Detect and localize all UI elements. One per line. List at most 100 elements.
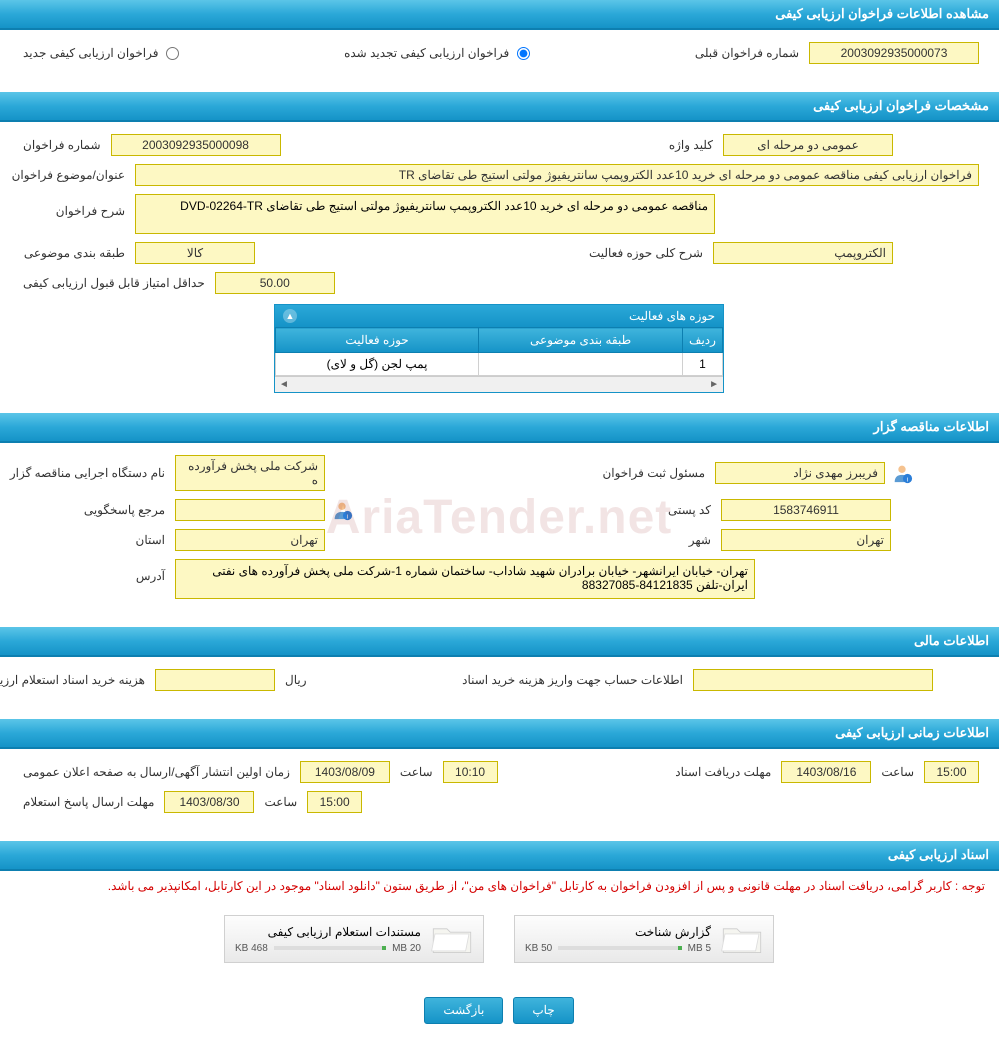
radio-new-input[interactable]: [167, 47, 180, 60]
title-field: فراخوان ارزیابی کیفی مناقصه عمومی دو مرح…: [136, 164, 980, 186]
doc-title: گزارش شناخت: [526, 925, 712, 939]
doc-cost-field: [156, 669, 276, 691]
hour-label-1: ساعت: [397, 765, 438, 779]
publish-time-field: 10:10: [444, 761, 499, 783]
activity-desc-field: الکتروپمپ: [714, 242, 894, 264]
responder-field: [176, 499, 326, 521]
province-label: استان: [20, 533, 170, 547]
table-row: 1 پمپ لجن (گل و لای): [277, 353, 724, 376]
th-row: ردیف: [684, 328, 724, 353]
org-field: شرکت ملی پخش فرآورده ه: [176, 455, 326, 491]
doc-used: 50 KB: [526, 943, 553, 954]
activity-table-title-bar: حوزه های فعالیت ▲: [276, 305, 724, 327]
radio-renewed-input[interactable]: [518, 47, 531, 60]
table-scroll[interactable]: ◄ ►: [276, 376, 724, 392]
button-row: چاپ بازگشت: [0, 983, 1000, 1048]
postal-field: 1583746911: [722, 499, 892, 521]
currency-label: ریال: [282, 673, 312, 687]
keyword-field: عمومی دو مرحله ای: [724, 134, 894, 156]
folder-icon: [722, 922, 764, 956]
desc-label: شرح فراخوان: [20, 194, 130, 218]
section-header-timing: اطلاعات زمانی ارزیابی کیفی: [0, 719, 1000, 749]
publish-date-field: 1403/08/09: [301, 761, 391, 783]
radio-new-call[interactable]: فراخوان ارزیابی کیفی جدید: [20, 46, 180, 60]
category-field: کالا: [136, 242, 256, 264]
print-button[interactable]: چاپ: [514, 997, 574, 1024]
min-score-label: حداقل امتیاز قابل قبول ارزیابی کیفی: [20, 276, 210, 290]
activity-table: ردیف طبقه بندی موضوعی حوزه فعالیت 1 پمپ …: [276, 327, 724, 376]
receive-date-field: 1403/08/16: [782, 761, 872, 783]
address-field: تهران- خیابان ایرانشهر- خیابان برادران ش…: [176, 559, 756, 599]
doc-cost-label: هزینه خرید اسناد استعلام ارزیابی کیفی: [20, 673, 150, 687]
svg-text:i: i: [908, 476, 909, 483]
receive-time-field: 15:00: [925, 761, 980, 783]
doc-item[interactable]: مستندات استعلام ارزیابی کیفی 20 MB 468 K…: [225, 915, 485, 963]
responder-label: مرجع پاسخگویی: [20, 503, 170, 517]
section-header-specs: مشخصات فراخوان ارزیابی کیفی: [0, 92, 1000, 122]
response-date-field: 1403/08/30: [165, 791, 255, 813]
th-activity: حوزه فعالیت: [277, 328, 480, 353]
postal-label: کد پستی: [665, 503, 716, 517]
doc-total: 5 MB: [689, 943, 712, 954]
publish-label: زمان اولین انتشار آگهی/ارسال به صفحه اعل…: [20, 765, 295, 779]
page-container: AriaTender.net مشاهده اطلاعات فراخوان ار…: [0, 0, 1000, 1048]
doc-used: 468 KB: [236, 943, 269, 954]
section-header-holder: اطلاعات مناقصه گزار: [0, 413, 1000, 443]
account-field: [694, 669, 934, 691]
org-label: نام دستگاه اجرایی مناقصه گزار: [20, 466, 170, 480]
registrar-field: فریبرز مهدی نژاد: [716, 462, 886, 484]
section-body-view: فراخوان ارزیابی کیفی جدید فراخوان ارزیاب…: [0, 30, 1000, 92]
province-field: تهران: [176, 529, 326, 551]
hour-label-2: ساعت: [878, 765, 919, 779]
storage-fill: [679, 946, 683, 950]
person-icon: i: [892, 462, 914, 484]
back-button[interactable]: بازگشت: [425, 997, 504, 1024]
city-label: شهر: [686, 533, 716, 547]
doc-title: مستندات استعلام ارزیابی کیفی: [236, 925, 422, 939]
radio-renewed-call[interactable]: فراخوان ارزیابی کیفی تجدید شده: [341, 46, 531, 60]
account-label: اطلاعات حساب جهت واریز هزینه خرید اسناد: [558, 673, 688, 687]
response-time-field: 15:00: [308, 791, 363, 813]
registrar-label: مسئول ثبت فراخوان: [599, 466, 710, 480]
activity-table-wrap: حوزه های فعالیت ▲ ردیف طبقه بندی موضوعی …: [275, 304, 725, 393]
section-body-holder: نام دستگاه اجرایی مناقصه گزار شرکت ملی پ…: [0, 443, 1000, 627]
storage-fill: [383, 946, 387, 950]
storage-bar: [559, 946, 682, 950]
section-body-timing: زمان اولین انتشار آگهی/ارسال به صفحه اعل…: [0, 749, 1000, 841]
svg-text:i: i: [348, 513, 349, 520]
th-category: طبقه بندی موضوعی: [480, 328, 684, 353]
doc-item[interactable]: گزارش شناخت 5 MB 50 KB: [515, 915, 775, 963]
docs-row: گزارش شناخت 5 MB 50 KB مستندات استعلام ا…: [0, 901, 1000, 983]
section-header-financial: اطلاعات مالی: [0, 627, 1000, 657]
section-body-financial: هزینه خرید اسناد استعلام ارزیابی کیفی ری…: [0, 657, 1000, 719]
call-number-field: 2003092935000098: [112, 134, 282, 156]
collapse-icon[interactable]: ▲: [284, 309, 298, 323]
cell-act: پمپ لجن (گل و لای): [277, 353, 480, 376]
activity-table-title: حوزه های فعالیت: [630, 309, 716, 323]
activity-desc-label: شرح کلی حوزه فعالیت: [586, 246, 708, 260]
folder-icon: [432, 922, 474, 956]
scroll-left-icon[interactable]: ◄: [280, 379, 290, 390]
cell-n: 1: [684, 353, 724, 376]
cell-cat: [480, 353, 684, 376]
person-icon: i: [332, 499, 354, 521]
receive-label: مهلت دریافت اسناد: [672, 765, 776, 779]
radio-renewed-label: فراخوان ارزیابی کیفی تجدید شده: [341, 46, 514, 60]
section-header-docs: اسناد ارزیابی کیفی: [0, 841, 1000, 871]
response-label: مهلت ارسال پاسخ استعلام: [20, 795, 159, 809]
scroll-right-icon[interactable]: ►: [710, 379, 720, 390]
category-label: طبقه بندی موضوعی: [20, 246, 130, 260]
city-field: تهران: [722, 529, 892, 551]
min-score-field: 50.00: [216, 272, 336, 294]
desc-field: مناقصه عمومی دو مرحله ای خرید 10عدد الکت…: [136, 194, 716, 234]
title-label: عنوان/موضوع فراخوان: [20, 168, 130, 182]
prev-number-label: شماره فراخوان قبلی: [692, 46, 804, 60]
doc-total: 20 MB: [393, 943, 422, 954]
radio-new-label: فراخوان ارزیابی کیفی جدید: [20, 46, 163, 60]
docs-notice: توجه : کاربر گرامی، دریافت اسناد در مهلت…: [0, 871, 1000, 901]
storage-bar: [275, 946, 387, 950]
keyword-label: کلید واژه: [666, 138, 718, 152]
call-number-label: شماره فراخوان: [20, 138, 106, 152]
section-body-specs: شماره فراخوان 2003092935000098 کلید واژه…: [0, 122, 1000, 413]
hour-label-3: ساعت: [261, 795, 302, 809]
